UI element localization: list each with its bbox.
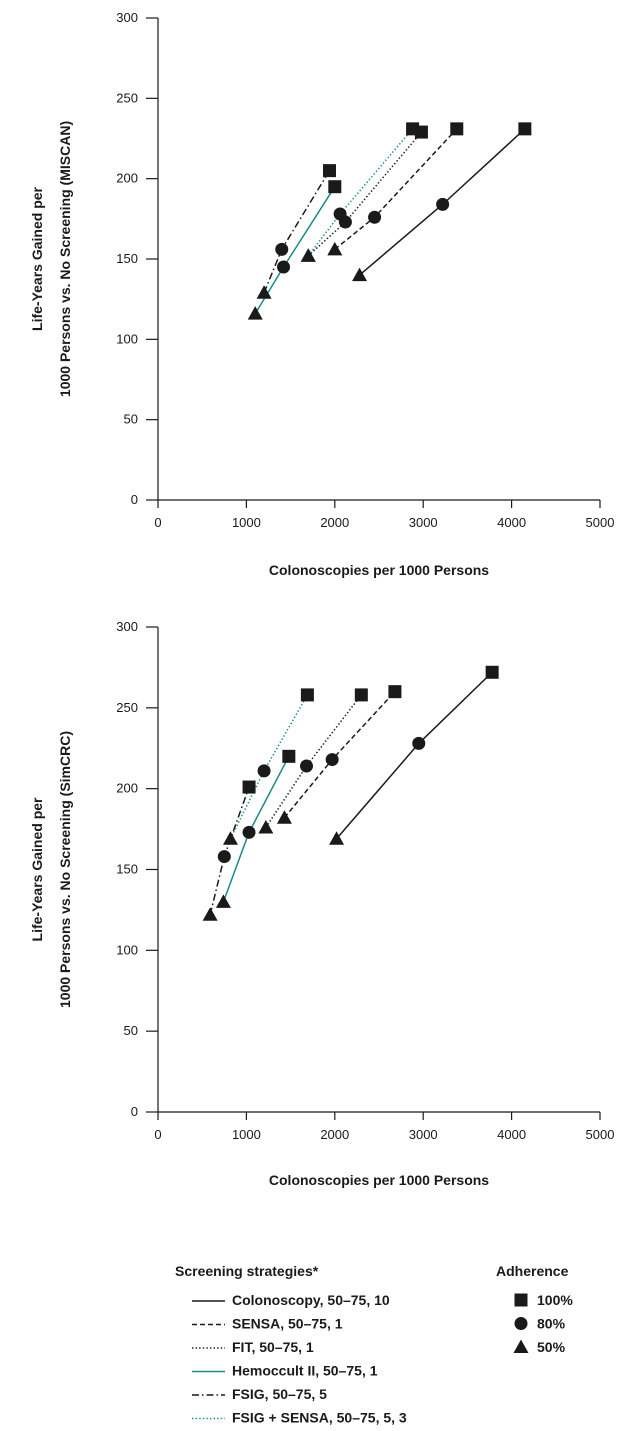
x-tick-label: 4000 <box>497 515 526 530</box>
legend-strategies-title: Screening strategies* <box>175 1263 319 1279</box>
x-tick-label: 2000 <box>320 515 349 530</box>
data-point-square <box>450 122 464 136</box>
y-tick-label: 200 <box>116 781 138 796</box>
x-tick-label: 0 <box>154 1127 161 1142</box>
data-point-square <box>388 685 402 699</box>
y-tick-label: 250 <box>116 700 138 715</box>
series-line-2 <box>265 694 362 828</box>
data-point-triangle <box>352 267 368 282</box>
data-point-square <box>485 665 499 679</box>
series-line-5 <box>307 128 414 257</box>
legend: Screening strategies* Adherence Colonoscop… <box>175 1263 573 1426</box>
y-axis-label-line2: 1000 Persons vs. No Screening (MISCAN) <box>57 121 73 397</box>
y-tick-label: 300 <box>116 10 138 25</box>
y-axis-label-line1: Life-Years Gained per <box>29 797 45 941</box>
x-axis-label: Colonoscopies per 1000 Persons <box>269 1172 489 1188</box>
legend-marker-triangle <box>513 1339 529 1353</box>
y-axis-label-line2: 1000 Persons vs. No Screening (SimCRC) <box>57 731 73 1008</box>
y-tick-label: 150 <box>116 862 138 877</box>
y-tick-label: 0 <box>131 492 138 507</box>
data-point-circle <box>277 260 291 274</box>
data-point-triangle <box>327 241 343 256</box>
x-axis-label: Colonoscopies per 1000 Persons <box>269 562 489 578</box>
data-point-triangle <box>258 819 274 834</box>
series-line-1 <box>334 128 458 250</box>
x-tick-label: 3000 <box>409 515 438 530</box>
data-point-circle <box>333 207 347 221</box>
data-point-triangle <box>256 285 272 299</box>
y-tick-label: 100 <box>116 942 138 957</box>
data-point-triangle <box>300 248 316 262</box>
y-tick-label: 250 <box>116 90 138 105</box>
legend-adherence-label: 80% <box>537 1316 566 1332</box>
data-point-triangle <box>276 810 292 824</box>
data-point-square <box>406 122 420 136</box>
legend-strategy-label: Hemoccult II, 50–75, 1 <box>232 1363 378 1379</box>
x-tick-label: 4000 <box>497 1127 526 1142</box>
legend-strategy-label: SENSA, 50–75, 1 <box>232 1316 343 1332</box>
data-point-circle <box>436 197 450 211</box>
series-line-4 <box>263 170 331 294</box>
data-point-triangle <box>222 831 238 845</box>
data-point-triangle <box>329 831 345 845</box>
data-point-triangle <box>202 907 218 921</box>
x-tick-label: 2000 <box>320 1127 349 1142</box>
legend-adherence-label: 100% <box>537 1292 573 1308</box>
data-point-square <box>322 164 336 178</box>
legend-strategy-label: Colonoscopy, 50–75, 10 <box>232 1292 390 1308</box>
y-tick-label: 50 <box>124 412 138 427</box>
x-tick-label: 5000 <box>586 515 615 530</box>
data-point-square <box>300 688 314 702</box>
x-tick-label: 1000 <box>232 515 261 530</box>
data-point-circle <box>368 210 382 224</box>
x-tick-label: 5000 <box>586 1127 615 1142</box>
data-point-circle <box>257 764 271 778</box>
y-tick-label: 150 <box>116 251 138 266</box>
data-point-circle <box>242 825 256 839</box>
data-point-square <box>354 688 368 702</box>
y-tick-label: 50 <box>124 1023 138 1038</box>
data-point-circle <box>300 759 314 773</box>
data-point-triangle <box>215 894 231 908</box>
data-point-circle <box>325 753 339 767</box>
legend-marker-circle <box>514 1317 528 1330</box>
legend-strategy-label: FIT, 50–75, 1 <box>232 1339 314 1355</box>
data-point-square <box>282 749 296 763</box>
data-point-square <box>242 780 256 794</box>
legend-strategy-label: FSIG, 50–75, 5 <box>232 1386 327 1402</box>
x-tick-label: 3000 <box>409 1127 438 1142</box>
data-point-triangle <box>247 306 263 320</box>
data-point-circle <box>412 736 426 750</box>
data-point-circle <box>275 242 289 256</box>
series-line-1 <box>283 691 396 819</box>
legend-adherence-title: Adherence <box>496 1263 569 1279</box>
data-point-circle <box>217 850 231 864</box>
x-tick-label: 1000 <box>232 1127 261 1142</box>
data-point-square <box>518 122 532 136</box>
y-axis-label-line1: Life-Years Gained per <box>29 186 45 330</box>
data-point-square <box>328 180 342 194</box>
y-tick-label: 100 <box>116 331 138 346</box>
y-tick-label: 0 <box>131 1104 138 1119</box>
legend-adherence-label: 50% <box>537 1339 566 1355</box>
y-tick-label: 300 <box>116 619 138 634</box>
legend-marker-square <box>514 1293 528 1307</box>
y-tick-label: 200 <box>116 171 138 186</box>
series-line-4 <box>209 786 250 915</box>
x-tick-label: 0 <box>154 515 161 530</box>
series-line-3 <box>222 755 290 903</box>
legend-strategy-label: FSIG + SENSA, 50–75, 5, 3 <box>232 1410 407 1426</box>
